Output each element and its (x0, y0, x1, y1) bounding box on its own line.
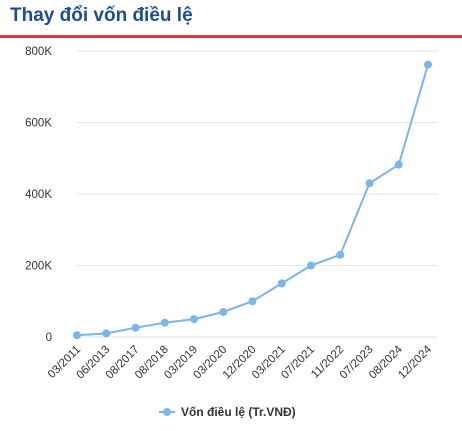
y-tick-label: 0 (46, 332, 52, 344)
y-tick-label: 200K (25, 261, 52, 273)
data-point[interactable] (424, 60, 432, 69)
data-point[interactable] (277, 279, 286, 288)
data-point[interactable] (102, 329, 111, 338)
data-point[interactable] (394, 160, 403, 169)
data-point[interactable] (160, 318, 169, 327)
series-layer[interactable] (73, 60, 432, 340)
data-point[interactable] (219, 307, 228, 316)
data-point[interactable] (336, 250, 345, 259)
data-point[interactable] (248, 297, 257, 306)
y-axis-labels: 0 200K 400K 600K 800K (25, 46, 52, 344)
title-divider (0, 35, 462, 38)
series-line (76, 64, 429, 337)
y-tick-label: 600K (25, 118, 52, 130)
legend-label[interactable]: Vốn điều lệ (Tr.VNĐ) (181, 405, 296, 419)
y-tick-label: 400K (25, 189, 52, 201)
x-axis-labels: 03/201106/201308/201708/201803/201903/20… (46, 343, 435, 381)
data-point[interactable] (73, 331, 81, 340)
grid-layer (77, 50, 438, 338)
page-title: Thay đổi vốn điều lệ (10, 5, 193, 26)
data-point[interactable] (307, 261, 315, 270)
y-tick-label: 800K (25, 46, 52, 58)
legend[interactable]: Vốn điều lệ (Tr.VNĐ) (159, 405, 296, 419)
data-point[interactable] (365, 179, 374, 188)
data-point[interactable] (131, 323, 140, 332)
x-tick-label: 12/2024 (396, 343, 434, 381)
data-point[interactable] (190, 315, 198, 324)
legend-marker-icon (163, 408, 171, 416)
